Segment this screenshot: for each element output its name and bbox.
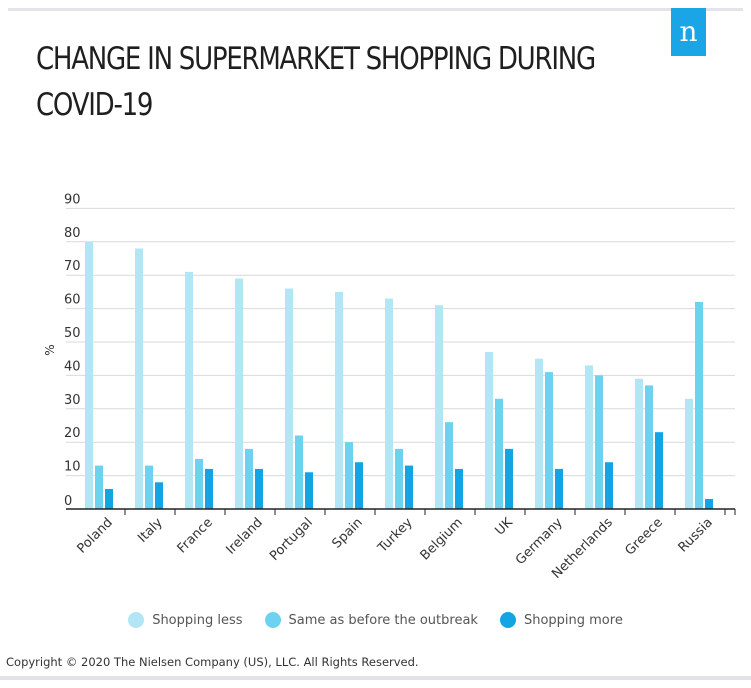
bar-belgium-series-1 <box>435 305 443 509</box>
y-tick-label-10: 10 <box>64 460 81 475</box>
bar-ireland-series-3 <box>255 468 263 509</box>
y-tick-label-80: 80 <box>64 226 81 241</box>
x-tick-label-portugal: Portugal <box>267 515 316 564</box>
x-tick-label-poland: Poland <box>75 515 116 556</box>
y-axis-label: % <box>43 344 57 355</box>
x-tick-label-greece: Greece <box>622 515 665 558</box>
bar-portugal-series-2 <box>295 435 303 509</box>
chart-legend: Shopping less Same as before the outbrea… <box>0 612 751 628</box>
bar-turkey-series-2 <box>395 448 403 509</box>
bar-russia-series-3 <box>705 498 713 509</box>
bar-italy-series-3 <box>155 482 163 509</box>
bar-russia-series-1 <box>685 398 693 509</box>
chart-title: CHANGE IN SUPERMARKET SHOPPING DURING CO… <box>36 41 596 123</box>
legend-swatch-same-as-before <box>264 612 281 628</box>
y-tick-label-70: 70 <box>64 259 81 274</box>
bar-ireland-series-2 <box>245 448 253 509</box>
legend-swatch-shopping-more <box>499 612 516 628</box>
bar-netherlands-series-3 <box>605 462 613 509</box>
bar-uk-series-2 <box>495 398 503 509</box>
legend-label-same-as-before: Same as before the outbreak <box>288 612 478 628</box>
bar-france-series-1 <box>185 271 193 509</box>
bar-greece-series-2 <box>645 385 653 509</box>
bar-netherlands-series-2 <box>595 375 603 509</box>
bar-greece-series-3 <box>655 432 663 509</box>
bar-poland-series-3 <box>105 488 113 509</box>
y-tick-label-50: 50 <box>64 326 81 341</box>
bar-france-series-3 <box>205 468 213 509</box>
x-tick-label-russia: Russia <box>676 515 716 555</box>
bar-spain-series-2 <box>345 442 353 509</box>
legend-label-shopping-more: Shopping more <box>523 612 623 628</box>
y-tick-label-0: 0 <box>64 494 72 509</box>
bar-greece-series-1 <box>635 378 643 509</box>
bar-chart: 0 10 20 30 40 50 60 70 80 90% Poland Italy France Ire… <box>43 192 736 582</box>
bar-italy-series-2 <box>145 465 153 509</box>
bar-france-series-2 <box>195 458 203 509</box>
bar-belgium-series-2 <box>445 422 453 509</box>
x-tick-label-italy: Italy <box>135 515 166 546</box>
bar-germany-series-1 <box>535 358 543 509</box>
bar-belgium-series-3 <box>455 468 463 509</box>
legend-item-shopping-less: Shopping less <box>128 612 243 628</box>
bar-portugal-series-1 <box>285 288 293 509</box>
bar-poland-series-1 <box>85 241 93 510</box>
bottom-divider <box>0 676 751 680</box>
copyright-notice: Copyright © 2020 The Nielsen Company (US… <box>6 655 419 669</box>
x-tick-label-france: France <box>175 515 216 556</box>
logo-letter: n <box>679 15 698 48</box>
y-tick-label-20: 20 <box>64 426 81 441</box>
y-tick-label-40: 40 <box>64 359 81 374</box>
bar-poland-series-2 <box>95 465 103 509</box>
bar-netherlands-series-1 <box>585 365 593 509</box>
bar-uk-series-3 <box>505 448 513 509</box>
bar-germany-series-2 <box>545 372 553 509</box>
bar-turkey-series-3 <box>405 465 413 509</box>
bar-uk-series-1 <box>485 352 493 509</box>
y-tick-label-90: 90 <box>64 192 81 207</box>
bar-turkey-series-1 <box>385 298 393 509</box>
bar-russia-series-2 <box>695 301 703 509</box>
x-tick-label-germany: Germany <box>513 515 566 568</box>
bar-germany-series-3 <box>555 468 563 509</box>
x-tick-label-turkey: Turkey <box>375 515 416 556</box>
bar-portugal-series-3 <box>305 472 313 509</box>
legend-item-same-as-before: Same as before the outbreak <box>264 612 478 628</box>
x-tick-label-spain: Spain <box>330 515 366 551</box>
bar-spain-series-3 <box>355 462 363 509</box>
x-tick-label-uk: UK <box>492 515 516 539</box>
y-tick-label-60: 60 <box>64 293 81 308</box>
legend-item-shopping-more: Shopping more <box>499 612 623 628</box>
bar-italy-series-1 <box>135 248 143 509</box>
y-tick-label-30: 30 <box>64 393 81 408</box>
nielsen-logo: n <box>671 8 706 56</box>
legend-label-shopping-less: Shopping less <box>152 612 243 628</box>
x-tick-label-belgium: Belgium <box>418 515 466 563</box>
x-tick-label-ireland: Ireland <box>223 515 265 557</box>
bar-ireland-series-1 <box>235 278 243 509</box>
legend-swatch-shopping-less <box>128 612 145 628</box>
bar-spain-series-1 <box>335 291 343 509</box>
top-divider <box>8 8 743 11</box>
